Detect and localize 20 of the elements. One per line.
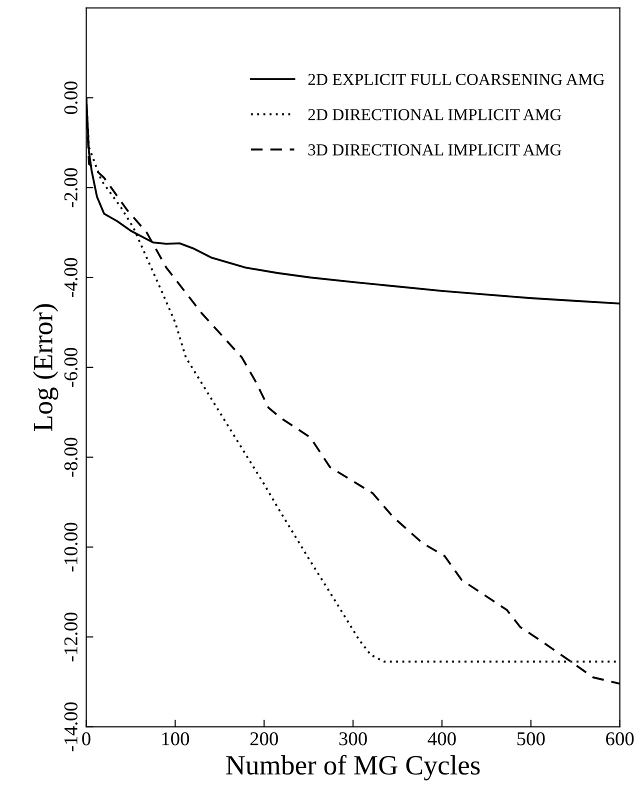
x-tick-label: 400 <box>428 732 456 746</box>
y-tick-label: 0.00 <box>64 81 78 114</box>
legend-label: 3D DIRECTIONAL IMPLICIT AMG <box>308 144 562 156</box>
y-tick-label: -6.00 <box>64 348 78 387</box>
legend-label: 2D EXPLICIT FULL COARSENING AMG <box>308 74 604 86</box>
y-tick-label: -12.00 <box>64 612 78 662</box>
y-axis-title: Log (Error) <box>32 304 58 431</box>
y-tick-label: -10.00 <box>64 522 78 572</box>
y-tick-label: -2.00 <box>64 168 78 208</box>
x-tick-label: 100 <box>162 732 190 746</box>
y-tick-label: -8.00 <box>64 438 78 477</box>
x-tick-label: 500 <box>517 732 545 746</box>
x-tick-label: 0 <box>82 732 90 746</box>
legend-label: 2D DIRECTIONAL IMPLICIT AMG <box>308 109 562 120</box>
y-tick-label: -4.00 <box>64 258 78 298</box>
x-axis-title: Number of MG Cycles <box>226 754 480 780</box>
x-tick-label: 200 <box>250 732 278 746</box>
x-tick-label: 600 <box>606 732 634 746</box>
y-tick-label: -14.00 <box>64 702 78 752</box>
x-tick-label: 300 <box>339 732 367 746</box>
